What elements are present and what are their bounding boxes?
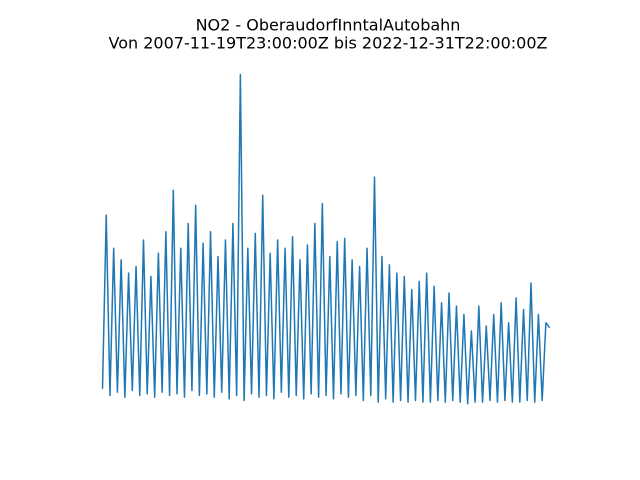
data-line bbox=[101, 73, 551, 405]
chart-subtitle: Von 2007-11-19T23:00:00Z bis 2022-12-31T… bbox=[109, 34, 548, 53]
chart-title: NO2 - OberaudorfInntalAutobahn bbox=[196, 16, 461, 35]
